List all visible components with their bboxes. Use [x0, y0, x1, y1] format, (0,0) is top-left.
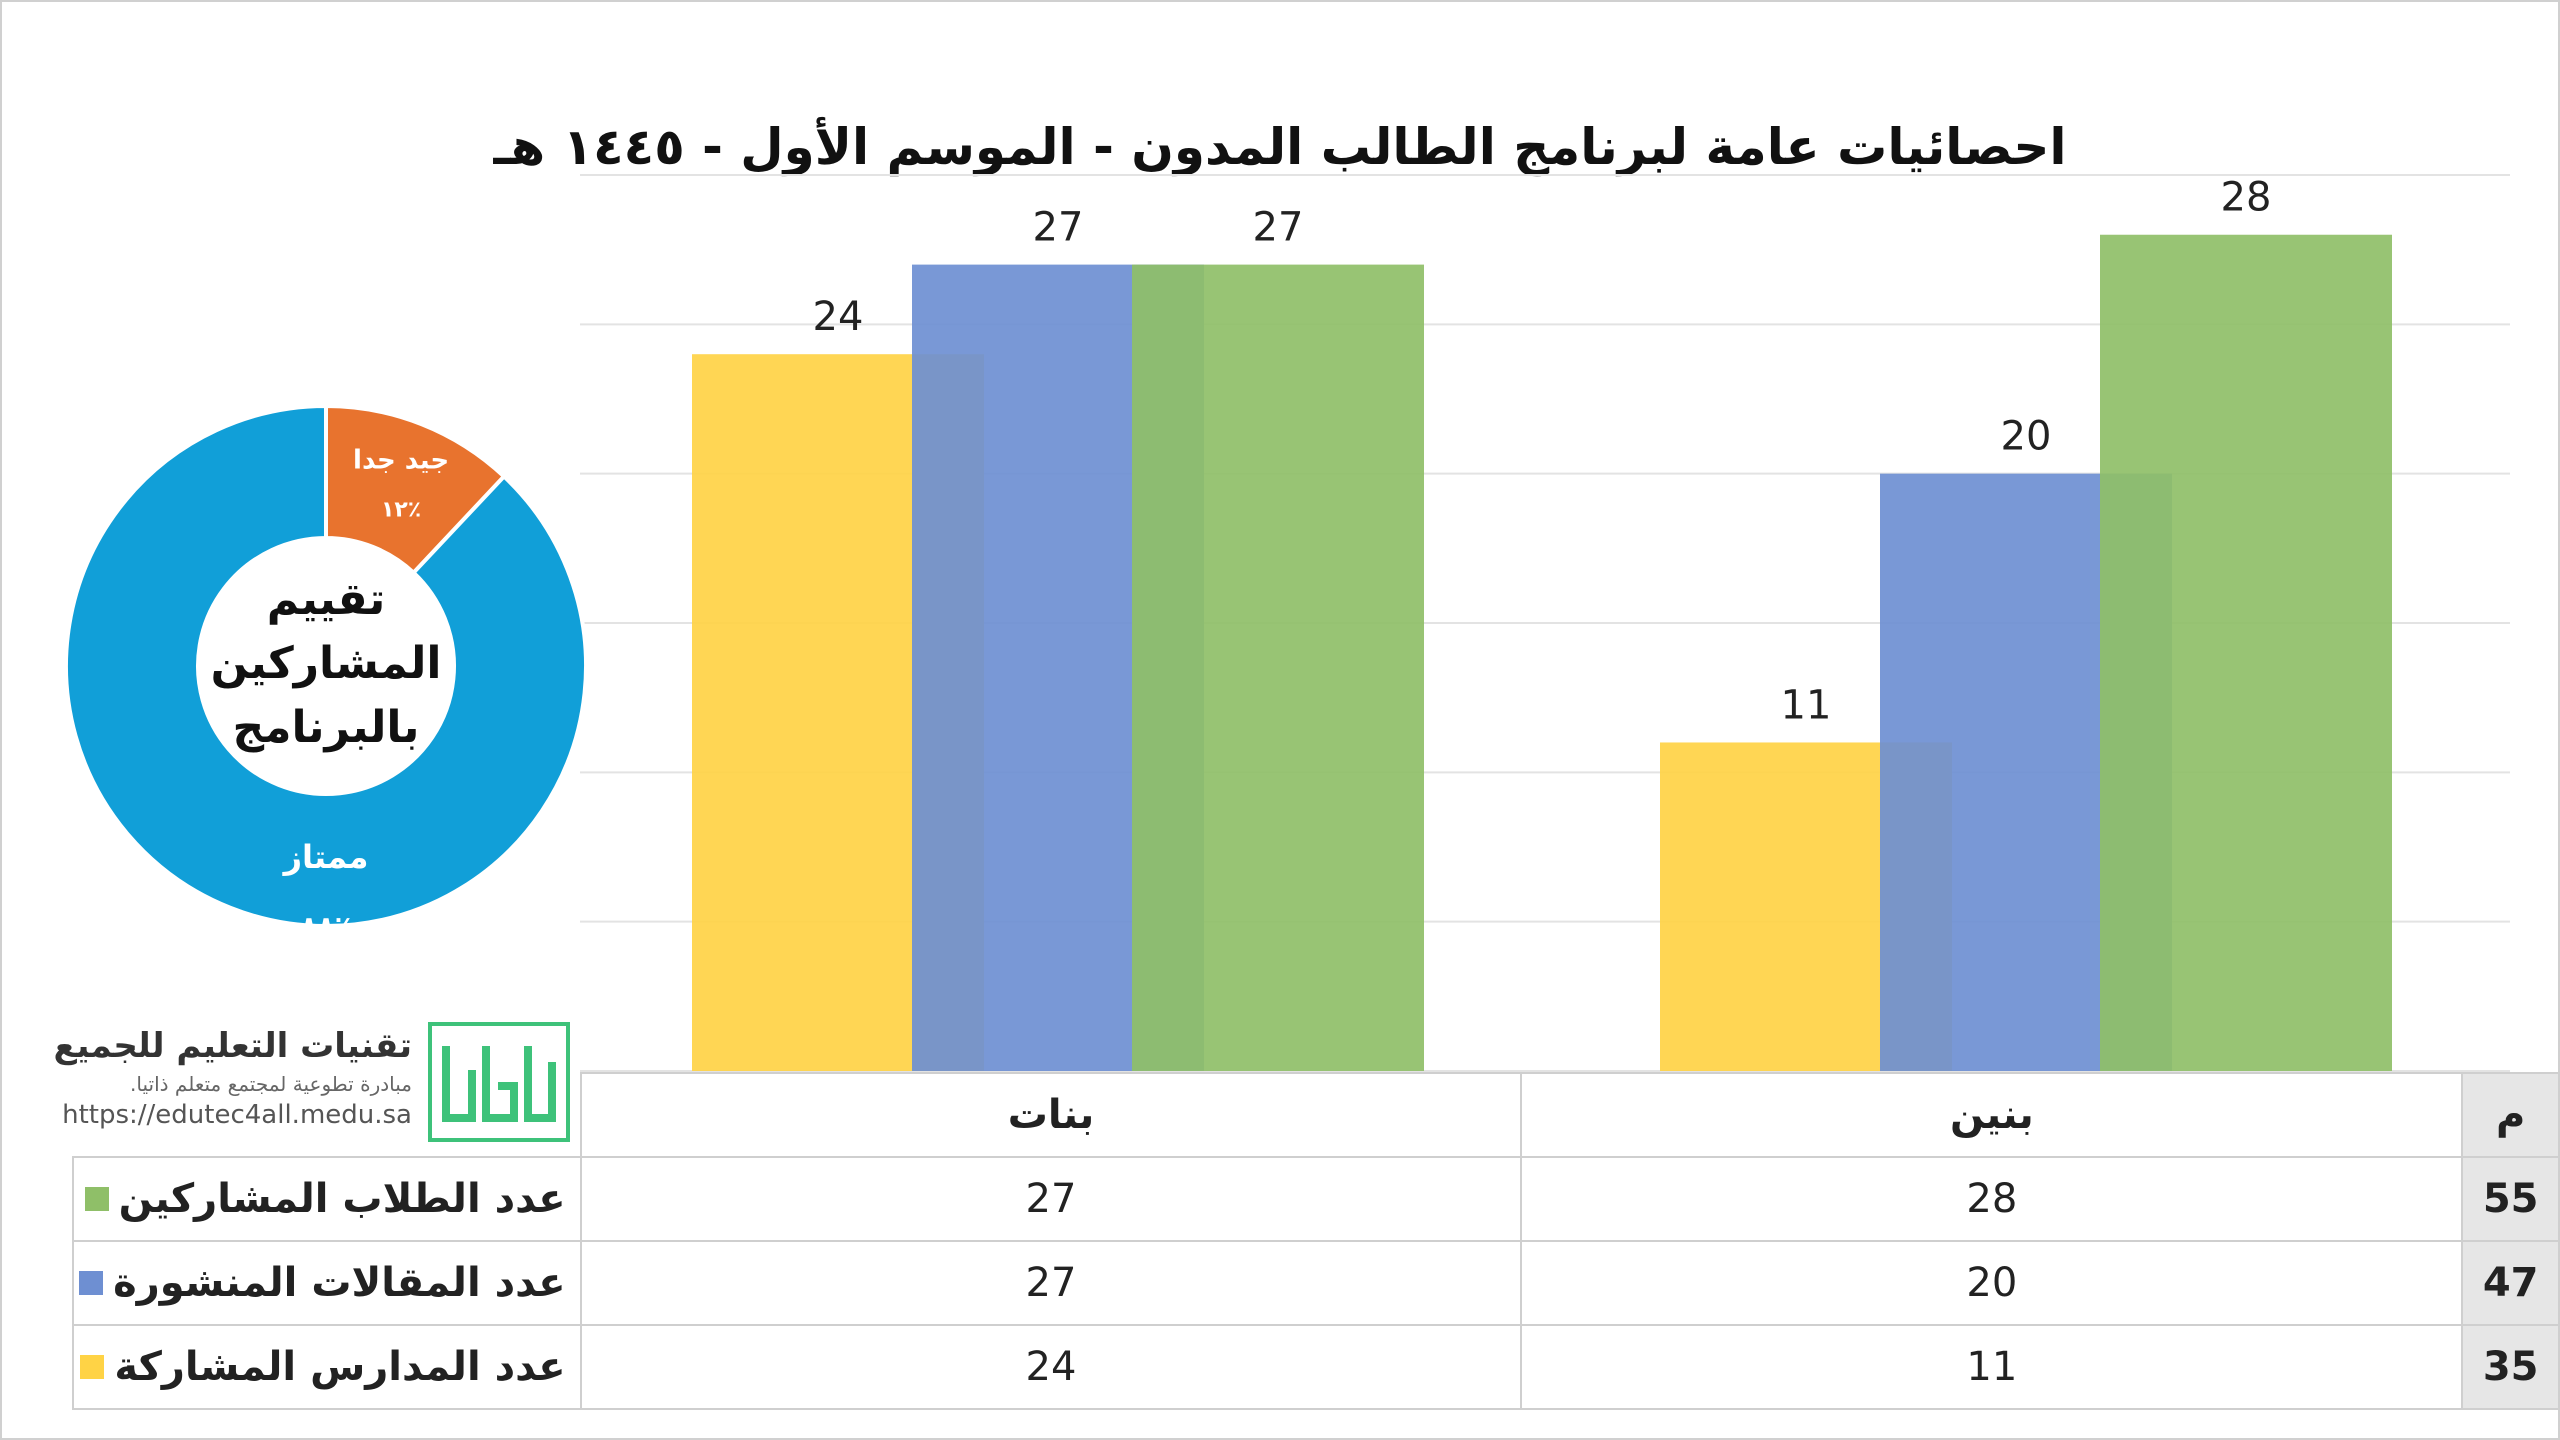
bar: [2100, 234, 2392, 1071]
table-header-row: بنات بنين م: [73, 1072, 2560, 1158]
table-row: عدد المقالات المنشورة 27 20 47: [72, 1240, 2560, 1326]
bar-data-label: 24: [813, 294, 864, 340]
bar-data-label: 20: [2001, 414, 2052, 460]
donut-title-line: تقييم: [267, 574, 386, 625]
table-row: عدد الطلاب المشاركين 27 28 55: [72, 1156, 2560, 1242]
cell-boys: 28: [1520, 1156, 2464, 1242]
logo-name: تقنيات التعليم للجميع: [53, 1026, 412, 1066]
cell-girls: 27: [579, 1240, 1523, 1326]
legend-swatch-icon: [84, 1187, 109, 1211]
bar-data-label: 27: [1033, 205, 1084, 251]
cell-m: 47: [2461, 1240, 2560, 1326]
cell-girls: 24: [579, 1324, 1523, 1410]
legend-swatch-icon: [80, 1355, 105, 1379]
bar-series: 24 27 27 11 20 28: [692, 175, 2392, 1072]
cell-m: 55: [2461, 1156, 2560, 1242]
logo: تقنيات التعليم للجميع مبادرة تطوعية لمجت…: [53, 1022, 570, 1146]
row-label-text: عدد المقالات المنشورة: [113, 1260, 566, 1306]
row-label: عدد الطلاب المشاركين: [72, 1156, 582, 1242]
bar-data-label: 27: [1253, 205, 1304, 251]
cell-boys: 20: [1520, 1240, 2464, 1326]
logo-mark-icon: [428, 1022, 570, 1142]
row-label: عدد المدارس المشاركة: [72, 1324, 582, 1410]
chart-title: احصائيات عامة لبرنامج الطالب المدون - ال…: [493, 118, 2067, 176]
row-label: عدد المقالات المنشورة: [72, 1240, 582, 1326]
bar-data-label: 11: [1781, 682, 1832, 728]
bar: [1132, 264, 1424, 1072]
cell-m: 35: [2461, 1324, 2560, 1410]
logo-glyph-icon: [442, 1046, 556, 1122]
table-header-girls: بنات: [579, 1072, 1523, 1158]
cell-boys: 11: [1520, 1324, 2464, 1410]
donut-slice-percent: ٨٨٪: [300, 910, 351, 943]
table-header-boys: بنين: [1520, 1072, 2464, 1158]
data-table: بنات بنين م عدد الطلاب المشاركين 27 28 5…: [72, 1072, 2560, 1410]
logo-tagline: مبادرة تطوعية لمجتمع متعلم ذاتيا.: [130, 1072, 412, 1096]
donut-title-line: المشاركين: [211, 638, 442, 689]
rating-donut-chart: جيد جدا ١٢٪ ممتاز ٨٨٪ تقييم المشاركين بالبرنام…: [64, 403, 588, 943]
donut-slice-percent: ١٢٪: [381, 497, 421, 522]
row-label-text: عدد الطلاب المشاركين: [118, 1176, 566, 1222]
table-header-m: م: [2461, 1072, 2560, 1158]
donut-slice: [64, 403, 588, 928]
legend-swatch-icon: [79, 1271, 104, 1295]
table-row: عدد المدارس المشاركة 24 11 35: [72, 1324, 2560, 1410]
donut-title-line: بالبرنامج: [233, 702, 420, 753]
row-label-text: عدد المدارس المشاركة: [114, 1344, 566, 1390]
donut-slice-name: جيد جدا: [353, 445, 449, 475]
logo-url: https://edutec4all.medu.sa: [62, 1100, 412, 1130]
cell-girls: 27: [579, 1156, 1523, 1242]
bar-data-label: 28: [2221, 175, 2272, 221]
donut-slice-name: ممتاز: [282, 838, 369, 876]
